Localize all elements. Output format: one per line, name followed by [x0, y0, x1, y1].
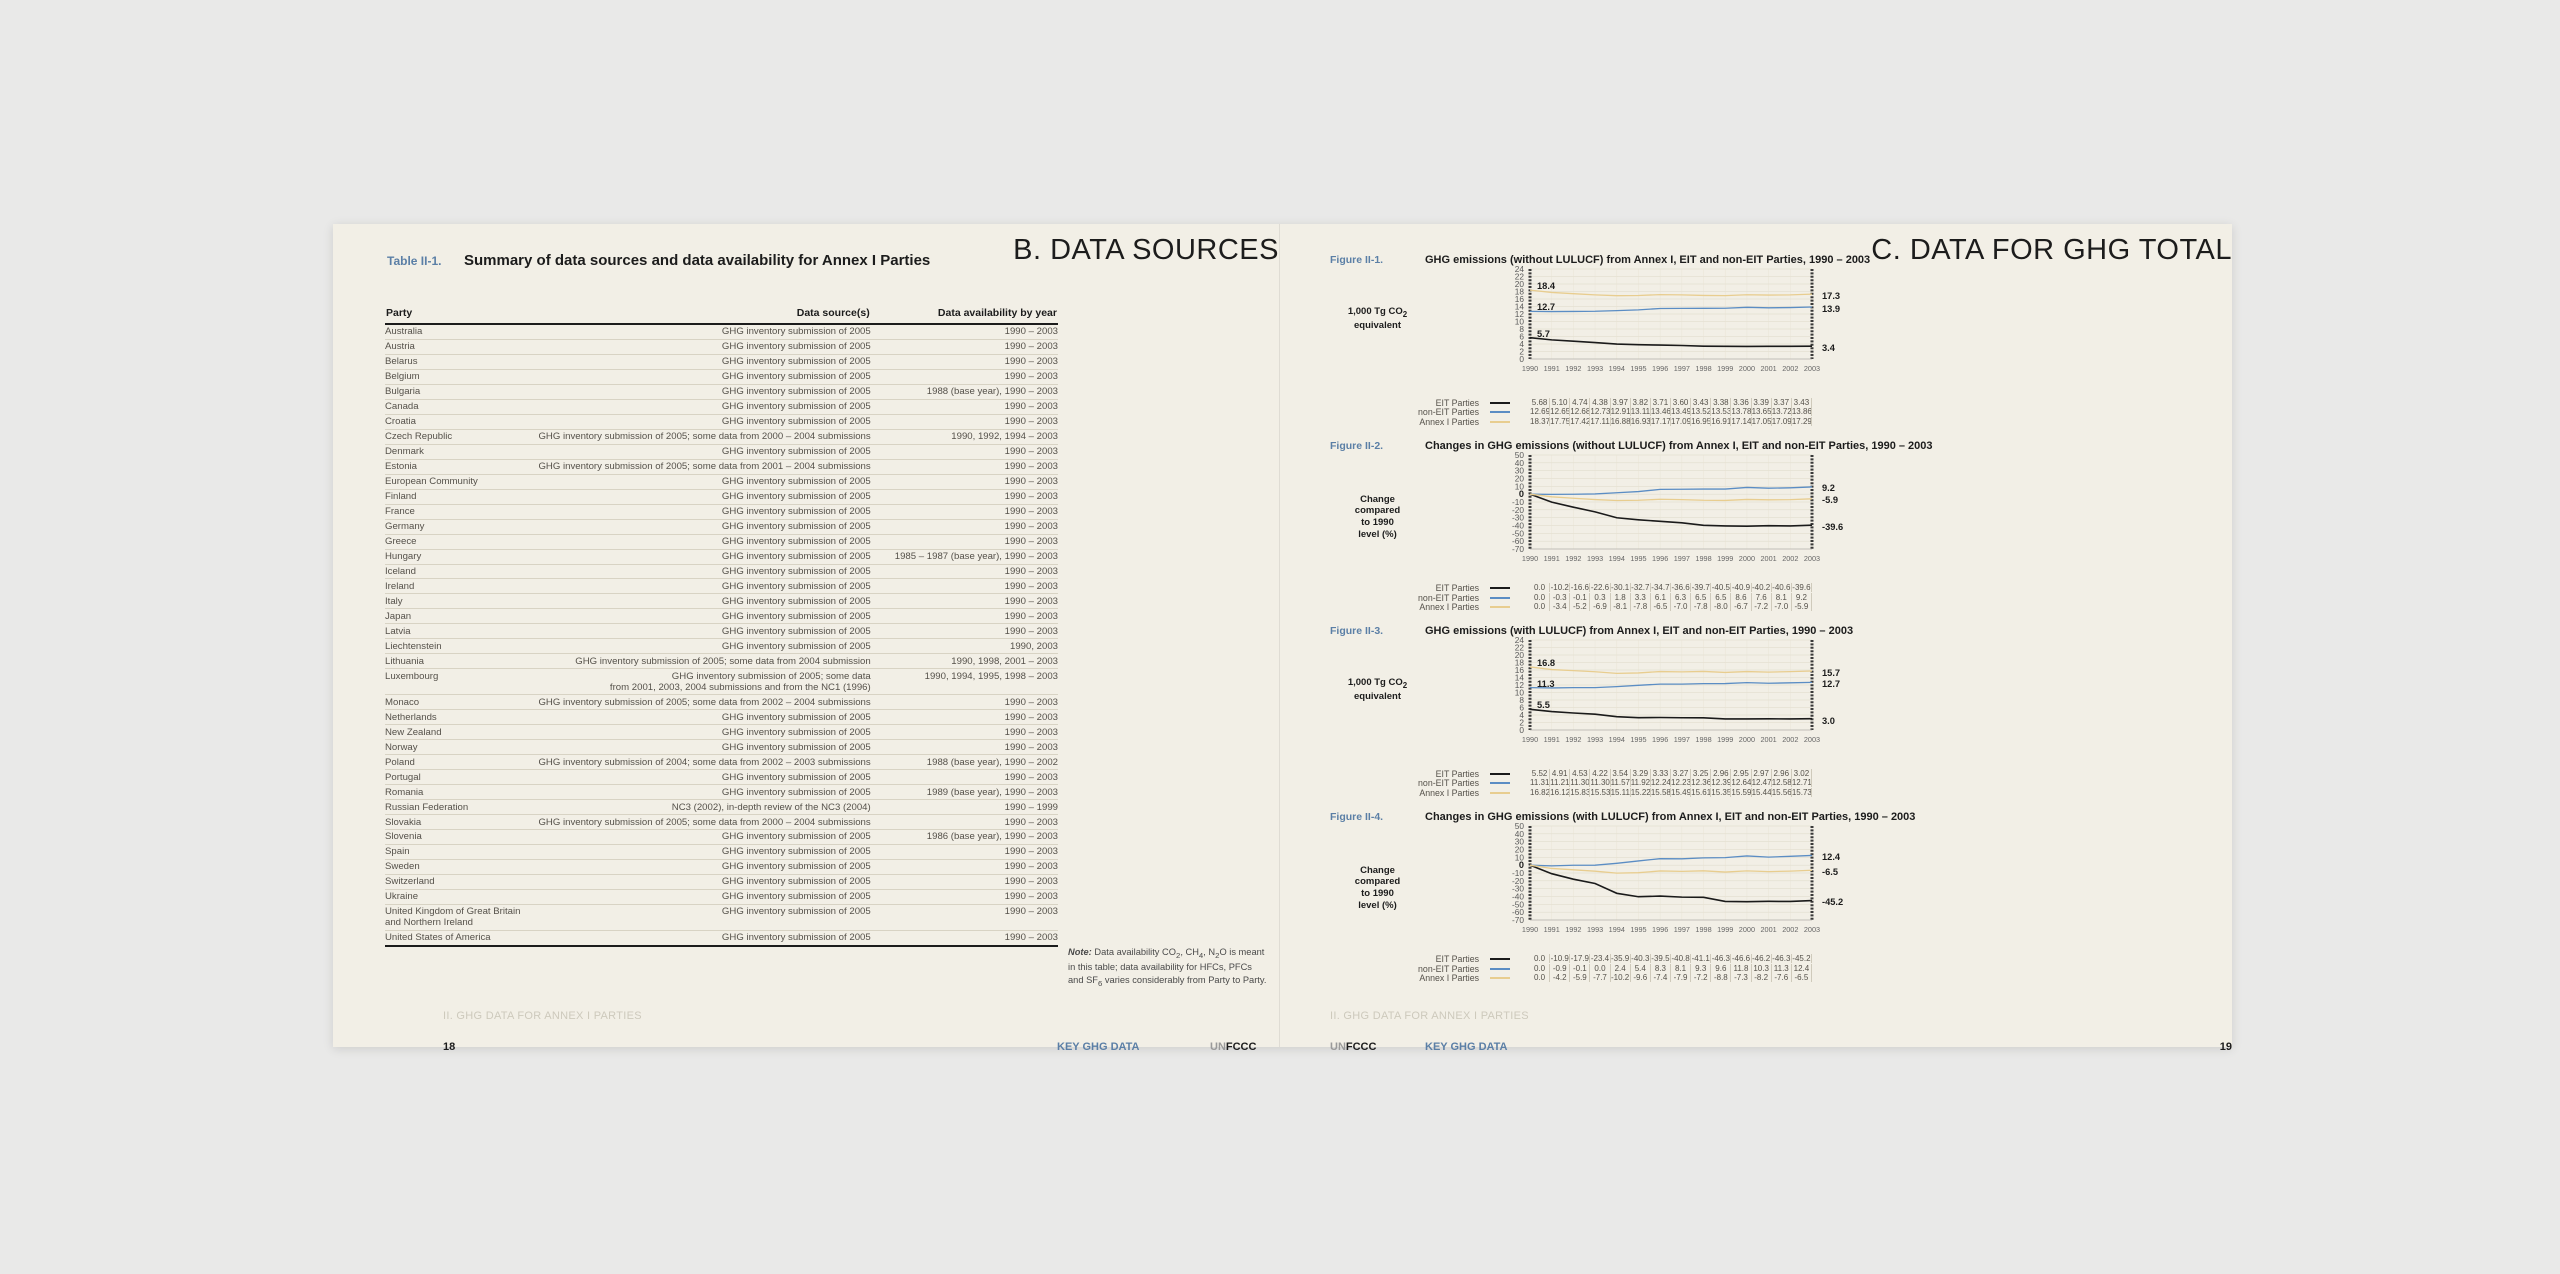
svg-text:1997: 1997	[1674, 735, 1690, 744]
svg-text:1996: 1996	[1652, 735, 1668, 744]
svg-text:2003: 2003	[1804, 364, 1820, 373]
svg-text:1992: 1992	[1565, 925, 1581, 934]
svg-text:2002: 2002	[1782, 925, 1798, 934]
svg-text:1994: 1994	[1609, 735, 1625, 744]
svg-text:1999: 1999	[1717, 364, 1733, 373]
svg-text:2001: 2001	[1761, 925, 1777, 934]
svg-text:1997: 1997	[1674, 364, 1690, 373]
svg-text:1995: 1995	[1630, 554, 1646, 563]
svg-text:1997: 1997	[1674, 925, 1690, 934]
svg-text:2003: 2003	[1804, 735, 1820, 744]
svg-text:1994: 1994	[1609, 364, 1625, 373]
svg-text:1996: 1996	[1652, 364, 1668, 373]
svg-text:1997: 1997	[1674, 554, 1690, 563]
svg-text:50: 50	[1515, 450, 1525, 460]
svg-text:1996: 1996	[1652, 925, 1668, 934]
svg-text:1992: 1992	[1565, 554, 1581, 563]
svg-text:1990: 1990	[1522, 554, 1538, 563]
svg-text:1994: 1994	[1609, 925, 1625, 934]
svg-text:1998: 1998	[1695, 554, 1711, 563]
svg-text:2000: 2000	[1739, 554, 1755, 563]
svg-text:1993: 1993	[1587, 925, 1603, 934]
svg-text:2000: 2000	[1739, 925, 1755, 934]
svg-text:1993: 1993	[1587, 735, 1603, 744]
svg-text:50: 50	[1515, 821, 1525, 831]
svg-text:2000: 2000	[1739, 364, 1755, 373]
svg-text:1992: 1992	[1565, 364, 1581, 373]
svg-text:1991: 1991	[1544, 925, 1560, 934]
svg-text:1992: 1992	[1565, 735, 1581, 744]
svg-text:2002: 2002	[1782, 554, 1798, 563]
svg-text:2003: 2003	[1804, 925, 1820, 934]
svg-text:2002: 2002	[1782, 364, 1798, 373]
svg-text:1990: 1990	[1522, 364, 1538, 373]
svg-text:1999: 1999	[1717, 735, 1733, 744]
svg-text:1999: 1999	[1717, 554, 1733, 563]
svg-text:1998: 1998	[1695, 364, 1711, 373]
svg-text:1996: 1996	[1652, 554, 1668, 563]
svg-text:1998: 1998	[1695, 735, 1711, 744]
svg-text:1998: 1998	[1695, 925, 1711, 934]
svg-text:1990: 1990	[1522, 925, 1538, 934]
svg-text:2003: 2003	[1804, 554, 1820, 563]
svg-text:1990: 1990	[1522, 735, 1538, 744]
svg-text:1994: 1994	[1609, 554, 1625, 563]
svg-text:1991: 1991	[1544, 735, 1560, 744]
svg-text:1991: 1991	[1544, 554, 1560, 563]
svg-text:24: 24	[1515, 635, 1525, 645]
svg-text:2002: 2002	[1782, 735, 1798, 744]
svg-text:1995: 1995	[1630, 364, 1646, 373]
svg-text:24: 24	[1515, 264, 1525, 274]
svg-text:2001: 2001	[1761, 735, 1777, 744]
svg-text:2000: 2000	[1739, 735, 1755, 744]
svg-text:2001: 2001	[1761, 364, 1777, 373]
svg-text:1993: 1993	[1587, 554, 1603, 563]
svg-text:1991: 1991	[1544, 364, 1560, 373]
svg-text:1993: 1993	[1587, 364, 1603, 373]
svg-text:1999: 1999	[1717, 925, 1733, 934]
svg-text:1995: 1995	[1630, 925, 1646, 934]
svg-text:1995: 1995	[1630, 735, 1646, 744]
svg-text:2001: 2001	[1761, 554, 1777, 563]
